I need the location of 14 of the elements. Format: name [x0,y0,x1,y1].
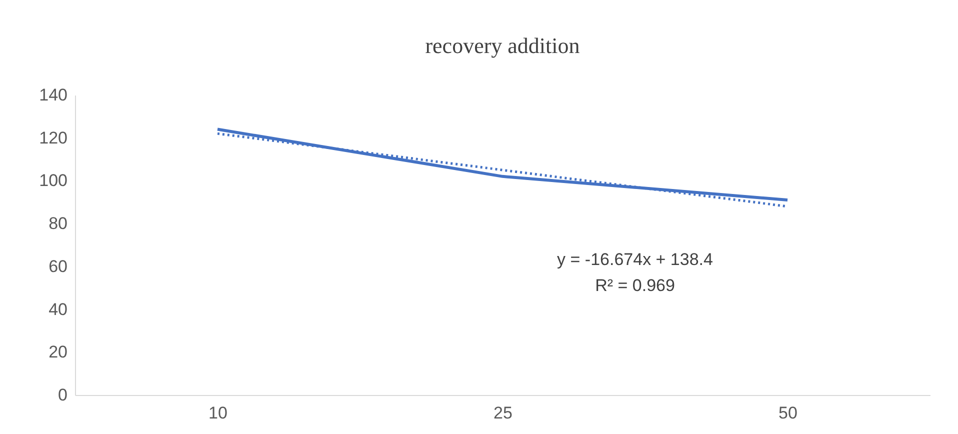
annotation: R² = 0.969 [595,276,675,295]
y-tick-label: 140 [39,86,68,104]
x-tick-label: 10 [208,404,228,422]
y-tick-label: 120 [39,128,68,148]
y-tick-label: 20 [48,342,68,362]
y-tick-label: 100 [39,171,68,190]
y-tick-label: 60 [48,256,68,276]
x-tick-label: 25 [494,404,512,422]
y-tick-label: 0 [58,386,68,404]
y-tick-label: 80 [48,214,68,234]
annotation: y = -16.674x + 138.4 [557,250,713,269]
x-tick-label: 50 [778,404,798,422]
y-tick-label: 40 [48,300,68,319]
chart-title: recovery addition [425,33,580,58]
